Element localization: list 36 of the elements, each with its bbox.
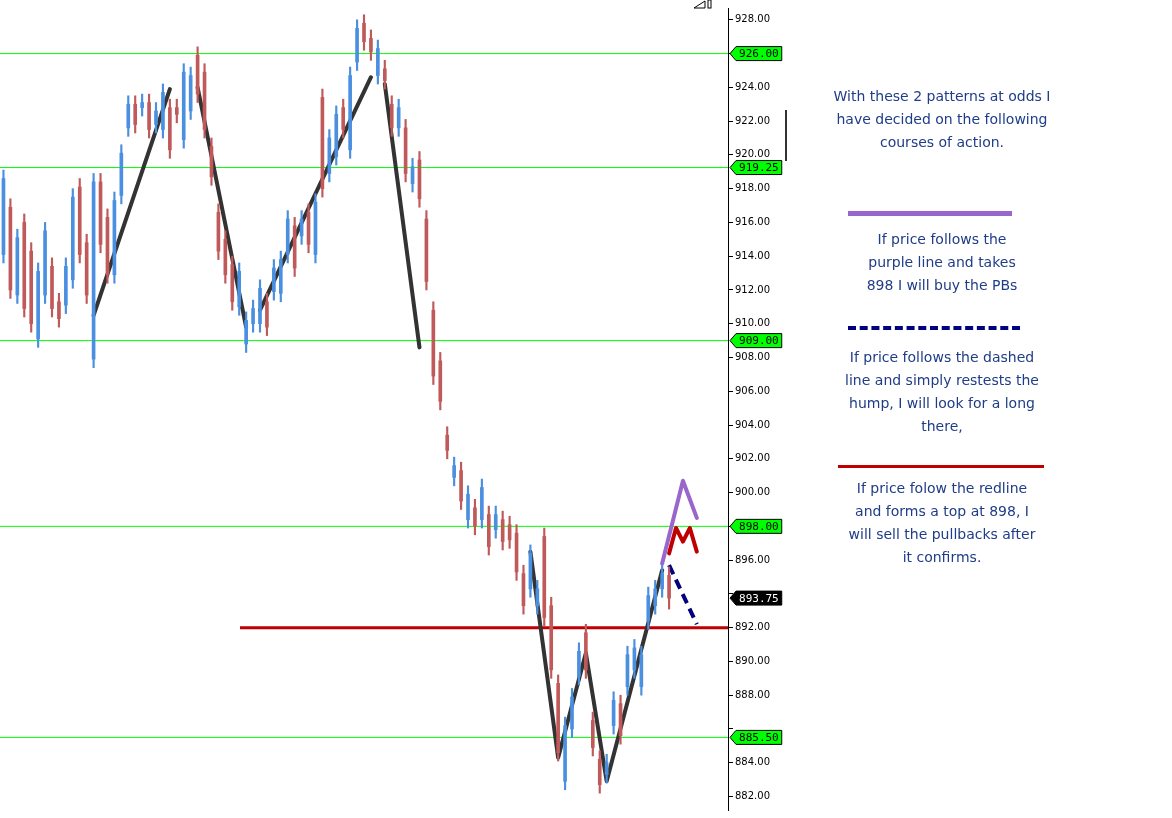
y-tick-label: 892.00 [735, 621, 771, 633]
text: With these 2 patterns at odds I have decided on the following courses of action. [832, 87, 1052, 152]
text: If price follows the purple line and takes 898 I will buy the PBs [865, 230, 1019, 295]
y-tick-label: 916.00 [735, 216, 771, 228]
y-tick-label: 884.00 [735, 756, 771, 768]
text: If price folow the redline and forms a top at 898, I will sell the pullbacks after it confirms. [847, 479, 1037, 567]
ref-line-label: 919.25 [739, 161, 779, 175]
y-tick-label: 928.00 [735, 13, 771, 25]
y-tick-label: 888.00 [735, 688, 771, 700]
y-tick-label: 906.00 [735, 384, 771, 396]
ref-line-label: 885.50 [739, 731, 779, 745]
candlestick [258, 279, 262, 333]
candlestick [570, 688, 574, 738]
y-tick-label: 908.00 [735, 351, 771, 363]
y-tick-label: 922.00 [735, 114, 771, 126]
ref-line-label: 898.00 [739, 520, 779, 534]
candlestick [50, 257, 54, 318]
text: If price follows the dashed line and simply restests the hump, I will look for a long there, [844, 348, 1040, 436]
text: 893.75 [739, 591, 779, 605]
y-tick-label: 914.00 [735, 249, 771, 261]
ref-line-label: 909.00 [739, 334, 779, 348]
y-tick-label: 882.00 [735, 790, 771, 802]
y-tick-label: 902.00 [735, 452, 771, 464]
y-tick-label: 896.00 [735, 553, 771, 565]
y-tick-label: 910.00 [735, 317, 771, 329]
y-tick-label: 920.00 [735, 148, 771, 160]
y-tick-label: 900.00 [735, 486, 771, 498]
candlestick [466, 485, 470, 529]
y-tick-label: 904.00 [735, 418, 771, 430]
y-tick-label: 924.00 [735, 80, 771, 92]
y-tick-label: 890.00 [735, 655, 771, 667]
y-tick-label: 918.00 [735, 182, 771, 194]
ref-line-label: 926.00 [739, 47, 779, 61]
candlestick [154, 102, 158, 134]
y-tick-label: 912.00 [735, 283, 771, 295]
candlestick [362, 14, 366, 51]
